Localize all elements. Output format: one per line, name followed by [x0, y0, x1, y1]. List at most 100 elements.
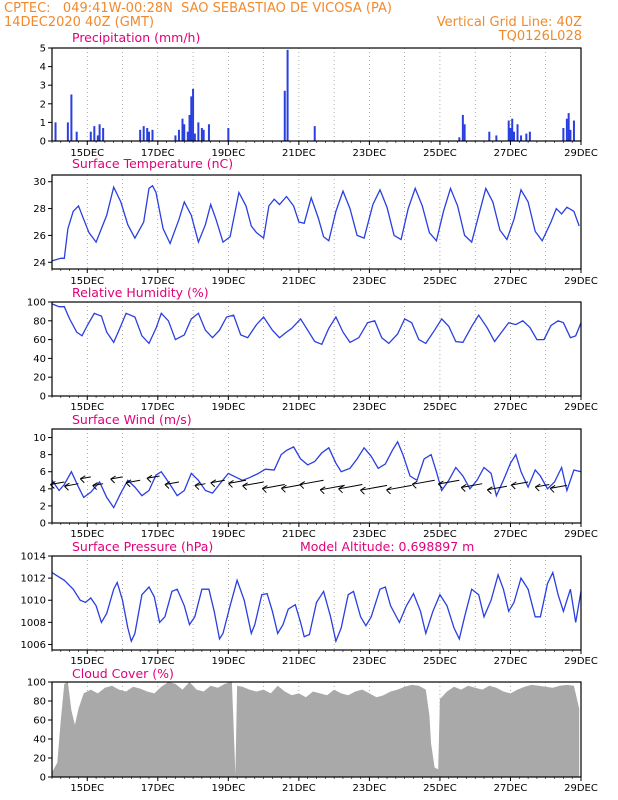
x-tick-label: 25DEC: [423, 402, 457, 413]
precip-bar: [93, 126, 96, 141]
precip-bar: [177, 129, 180, 141]
wind-arrow: [80, 476, 91, 480]
precip-bar: [488, 131, 491, 141]
precip-bar: [572, 120, 575, 141]
cloud-cover-area: [52, 682, 580, 777]
precip-bar: [54, 122, 57, 141]
y-tick-label: 60: [33, 716, 46, 727]
wind-arrowhead: [486, 486, 493, 495]
x-tick-label: 29DEC: [564, 148, 598, 159]
x-tick-label: 17DEC: [141, 148, 175, 159]
x-tick-label: 17DEC: [141, 783, 175, 794]
precip-bar: [96, 135, 99, 141]
wind-arrowhead: [437, 480, 444, 489]
y-tick-label: 28: [33, 204, 46, 215]
precip-bar: [463, 124, 466, 141]
y-tick-label: 40: [33, 354, 46, 365]
x-tick-label: 17DEC: [141, 656, 175, 667]
wind-arrow: [360, 484, 388, 491]
y-tick-label: 1008: [21, 618, 46, 629]
y-tick-label: 20: [33, 373, 46, 384]
precip-bar: [512, 131, 515, 141]
y-tick-label: 80: [33, 697, 46, 708]
x-tick-label: 25DEC: [423, 783, 457, 794]
y-tick-label: 20: [33, 754, 46, 765]
wind-arrow: [64, 483, 79, 487]
precip-bar: [495, 135, 498, 141]
precip-bar: [181, 118, 184, 141]
precip-bar: [197, 122, 200, 141]
panel-title: Relative Humidity (%): [72, 285, 209, 300]
wind-arrow: [461, 483, 483, 488]
panel-frame: [51, 174, 582, 270]
wind-arrowhead: [549, 484, 556, 493]
precip-bar: [75, 131, 78, 141]
wind-arrow: [194, 483, 206, 487]
precip-bar: [174, 135, 177, 141]
wind-arrow: [299, 479, 324, 486]
x-tick-label: 21DEC: [282, 148, 316, 159]
precip-bar: [147, 131, 150, 141]
y-tick-label: 0: [40, 519, 46, 530]
panel-4: 1006 1008 1010 1012 1014 15DEC 17DEC 19DEC 21DEC…: [21, 539, 598, 667]
y-tick-label: 10: [33, 433, 46, 444]
wind-arrowhead: [338, 485, 344, 494]
x-tick-label: 19DEC: [211, 529, 245, 540]
x-tick-label: 21DEC: [282, 529, 316, 540]
panel-3: 0 2 4 6 8 10 15DEC 17DEC 19DEC 21DEC 23DEC 25DEC 27D…: [33, 412, 598, 540]
wind-arrowhead: [125, 479, 132, 488]
series-line: [51, 184, 580, 262]
y-tick-label: 1: [40, 118, 46, 129]
panel-2: 0 20 40 60 80 100 15DEC 17DEC 19DEC 21DEC 23DEC 25D…: [27, 285, 598, 413]
y-tick-label: 30: [33, 177, 46, 188]
precip-bar: [565, 118, 568, 141]
wind-arrowhead: [210, 479, 217, 488]
precip-bar: [98, 124, 101, 141]
wind-arrow: [511, 481, 529, 486]
wind-arrowhead: [164, 481, 171, 489]
x-tick-label: 15DEC: [70, 656, 104, 667]
y-tick-label: 4: [40, 484, 46, 495]
wind-arrow: [262, 484, 285, 490]
wind-arrow: [164, 481, 180, 485]
y-tick-label: 6: [40, 467, 46, 478]
y-tick-label: 0: [40, 392, 46, 403]
x-tick-label: 19DEC: [211, 402, 245, 413]
wind-arrow: [126, 479, 141, 484]
precip-bar: [142, 126, 145, 141]
precip-bar: [192, 88, 195, 141]
x-tick-label: 29DEC: [564, 402, 598, 413]
panel-title: Surface Wind (m/s): [72, 412, 192, 427]
precip-bar: [183, 124, 186, 141]
series-line: [51, 570, 582, 644]
precip-bar: [516, 124, 519, 141]
wind-arrow: [386, 484, 412, 491]
precip-bar: [188, 114, 191, 141]
wind-arrowhead: [411, 480, 418, 489]
panel-5: 0 20 40 60 80 100 15DEC 17DEC 19DEC 21DEC 23DEC 25D…: [27, 666, 598, 794]
y-tick-label: 3: [40, 81, 46, 92]
y-tick-label: 100: [27, 298, 46, 309]
x-tick-label: 17DEC: [141, 529, 175, 540]
wind-arrow: [50, 481, 65, 485]
precip-bar: [458, 137, 461, 141]
x-tick-label: 27DEC: [494, 276, 528, 287]
precip-bar: [202, 129, 205, 141]
panel-title: Cloud Cover (%): [72, 666, 174, 681]
precip-bar: [70, 94, 73, 141]
panel-frame: [51, 428, 582, 524]
y-tick-label: 8: [40, 450, 46, 461]
y-tick-label: 4: [40, 62, 46, 73]
x-tick-label: 19DEC: [211, 783, 245, 794]
x-tick-label: 23DEC: [353, 148, 387, 159]
y-tick-label: 5: [40, 44, 46, 55]
precip-bar: [507, 120, 510, 141]
x-tick-label: 21DEC: [282, 656, 316, 667]
x-tick-label: 23DEC: [353, 656, 387, 667]
x-tick-label: 25DEC: [423, 529, 457, 540]
wind-arrow: [210, 479, 225, 484]
wind-arrowhead: [262, 485, 268, 493]
precip-bar: [66, 122, 69, 141]
precip-bar: [151, 129, 154, 141]
